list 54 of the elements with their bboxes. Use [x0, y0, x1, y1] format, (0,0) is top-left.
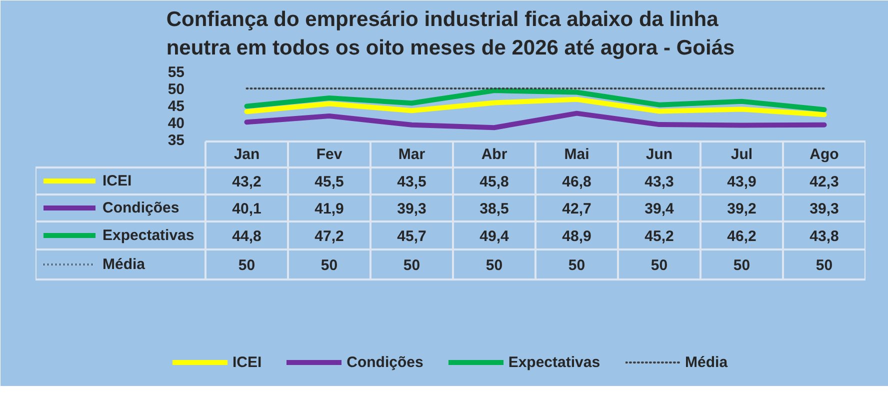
data-label: 45,8	[480, 174, 509, 190]
x-tick-label: Abr	[481, 146, 508, 163]
data-label: 46,2	[727, 228, 756, 245]
y-tick-label: 45	[168, 98, 185, 115]
data-label: 43,5	[397, 174, 426, 190]
data-label: 50	[650, 257, 668, 274]
data-label: 45,7	[397, 228, 426, 245]
data-label: 39,4	[644, 200, 675, 218]
text: Condições	[346, 354, 424, 370]
data-label: 47,2	[314, 228, 344, 245]
data-label: 39,2	[727, 200, 756, 218]
y-tick-label: 40	[168, 115, 185, 132]
legend-label: Média	[102, 256, 146, 273]
text: ICEI	[232, 354, 262, 370]
data-label: 50	[486, 257, 503, 274]
y-tick-label: 50	[168, 81, 185, 98]
legend-label: ICEI	[102, 172, 132, 190]
x-tick-label: Jun	[646, 146, 673, 163]
data-label: 48,9	[562, 228, 592, 245]
legend-label: Expectativas	[102, 227, 194, 244]
data-label: 49,4	[480, 228, 510, 245]
data-label: 45,5	[314, 174, 344, 190]
data-label: 50	[733, 257, 750, 274]
x-tick-label: Mai	[564, 146, 590, 163]
legend-label: Condições	[102, 200, 180, 216]
data-label: 43,3	[644, 174, 674, 190]
data-label: 43,2	[232, 174, 262, 190]
data-label: 39,3	[810, 200, 839, 218]
x-tick-label: Jan	[234, 146, 260, 163]
data-label: 38,5	[480, 200, 509, 218]
data-label: 43,8	[810, 228, 839, 245]
chart-title: Confiança do empresário industrial fica abaixo da linha neutra em todos os oito meses de 2026 até agora - Goiás	[166, 8, 735, 60]
data-label: 39,3	[397, 200, 426, 218]
x-tick-label: Mar	[398, 146, 426, 163]
data-label: 50	[403, 257, 420, 274]
text: Média	[685, 354, 728, 370]
x-tick-label: Jul	[730, 146, 753, 163]
y-tick-label: 35	[168, 132, 185, 149]
data-label: 42,7	[562, 200, 592, 218]
x-tick-label: Fev	[316, 146, 343, 163]
data-label: 43,9	[727, 174, 756, 190]
data-label: 50	[568, 257, 586, 274]
data-label: 44,8	[232, 228, 262, 245]
x-tick-label: Ago	[810, 146, 839, 163]
data-label: 40,1	[232, 200, 262, 218]
text: Expectativas	[508, 354, 600, 370]
data-label: 45,2	[644, 228, 674, 245]
data-label: 50	[816, 257, 833, 274]
y-tick-label: 55	[168, 64, 185, 81]
data-label: 50	[238, 257, 256, 274]
data-label: 41,9	[314, 200, 344, 218]
data-label: 50	[320, 257, 338, 274]
data-label: 42,3	[810, 174, 839, 190]
data-label: 46,8	[562, 174, 592, 190]
